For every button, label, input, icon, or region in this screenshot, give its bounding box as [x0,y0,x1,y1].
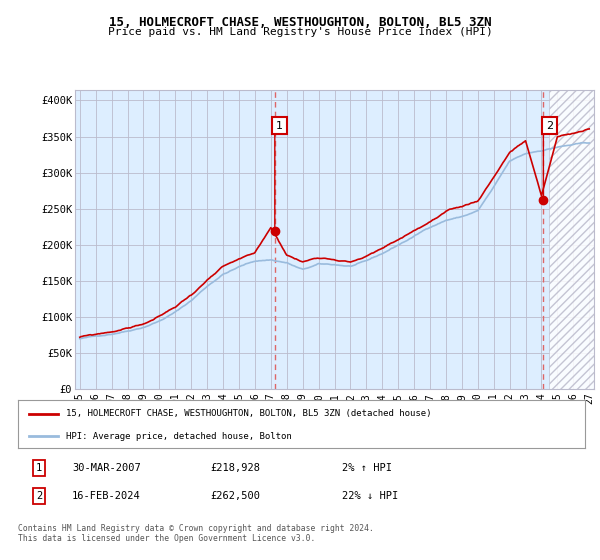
Text: 22% ↓ HPI: 22% ↓ HPI [342,491,398,501]
Text: 16-FEB-2024: 16-FEB-2024 [72,491,141,501]
Bar [550,90,594,389]
Text: 1: 1 [36,463,42,473]
Text: 15, HOLMECROFT CHASE, WESTHOUGHTON, BOLTON, BL5 3ZN: 15, HOLMECROFT CHASE, WESTHOUGHTON, BOLT… [109,16,491,29]
Text: 15, HOLMECROFT CHASE, WESTHOUGHTON, BOLTON, BL5 3ZN (detached house): 15, HOLMECROFT CHASE, WESTHOUGHTON, BOLT… [66,409,431,418]
Text: 1: 1 [276,120,283,130]
Text: HPI: Average price, detached house, Bolton: HPI: Average price, detached house, Bolt… [66,432,292,441]
Text: 30-MAR-2007: 30-MAR-2007 [72,463,141,473]
Text: £218,928: £218,928 [210,463,260,473]
Text: 2% ↑ HPI: 2% ↑ HPI [342,463,392,473]
Text: Contains HM Land Registry data © Crown copyright and database right 2024.
This d: Contains HM Land Registry data © Crown c… [18,524,374,543]
Text: Price paid vs. HM Land Registry's House Price Index (HPI): Price paid vs. HM Land Registry's House … [107,27,493,37]
Text: 2: 2 [36,491,42,501]
Text: £262,500: £262,500 [210,491,260,501]
Text: 2: 2 [546,120,553,130]
